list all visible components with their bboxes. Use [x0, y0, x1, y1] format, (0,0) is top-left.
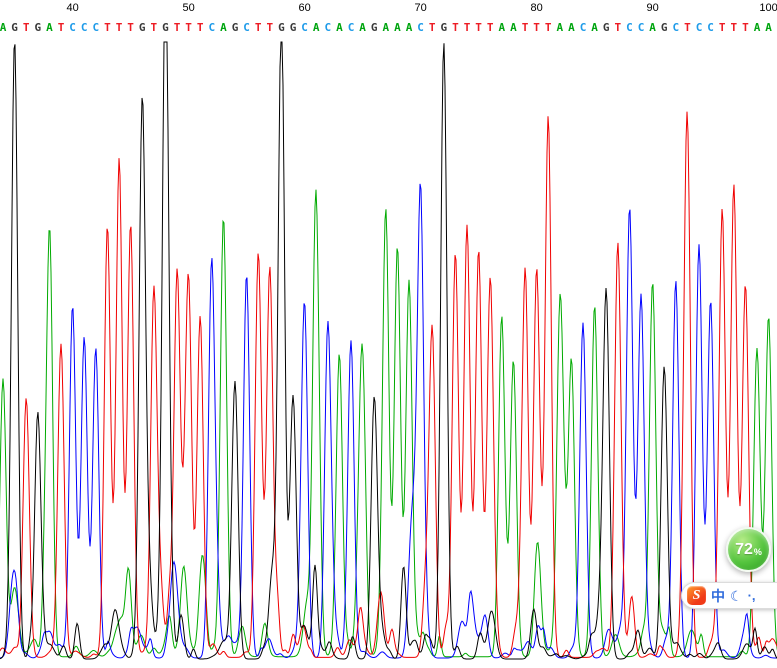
base-letter: C	[672, 21, 680, 34]
base-letter: T	[452, 21, 459, 34]
base-letter: T	[533, 21, 540, 34]
base-letter: A	[336, 21, 343, 34]
base-letter: T	[127, 21, 134, 34]
base-letter: C	[626, 21, 633, 34]
ime-logo-icon[interactable]: S	[687, 586, 706, 605]
base-letter: T	[185, 21, 192, 34]
base-letter: C	[347, 21, 355, 34]
base-letter: T	[521, 21, 529, 34]
ruler-label-70: 70	[414, 2, 427, 14]
base-letter: T	[22, 21, 30, 34]
ime-language-mode-button[interactable]: 中	[711, 587, 725, 604]
base-letter: G	[602, 21, 610, 34]
base-letter: A	[312, 21, 320, 34]
base-letter: A	[46, 21, 53, 34]
base-letter: C	[208, 21, 216, 34]
base-letter: G	[11, 21, 18, 34]
base-letter: T	[115, 21, 123, 34]
base-letter: T	[614, 21, 622, 34]
ruler-label-40: 40	[66, 2, 79, 14]
base-letter: A	[765, 21, 772, 34]
base-letter: T	[544, 21, 552, 34]
base-letter: T	[486, 21, 494, 34]
base-letter: G	[440, 21, 448, 34]
base-letter: T	[718, 21, 726, 34]
base-letter: T	[104, 21, 111, 34]
base-letter: T	[196, 21, 204, 34]
base-letter: A	[568, 21, 575, 34]
base-letter: C	[92, 21, 100, 34]
base-letter: C	[69, 21, 76, 34]
trace-T	[0, 111, 777, 658]
ime-toolbar[interactable]: S 中 ☾ ·,	[681, 582, 777, 609]
base-letter: C	[417, 21, 424, 34]
base-letter: C	[707, 21, 714, 34]
ime-punctuation-button[interactable]: ·,	[747, 588, 756, 603]
base-letter: T	[730, 21, 738, 34]
base-letter: G	[138, 21, 146, 34]
base-letter: G	[370, 21, 378, 34]
base-letter: A	[405, 21, 413, 34]
ruler-label-80: 80	[530, 2, 543, 14]
base-letter: A	[649, 21, 656, 34]
base-letter: A	[382, 21, 390, 34]
ime-halfwidth-moon-icon[interactable]: ☾	[730, 587, 743, 604]
percentage-badge[interactable]: 72 %	[726, 527, 771, 572]
base-letter: T	[57, 21, 65, 34]
base-letter: A	[359, 21, 366, 34]
percentage-value: 72	[735, 540, 753, 558]
base-letter: T	[428, 21, 436, 34]
base-letter: T	[266, 21, 274, 34]
base-letter: T	[173, 21, 181, 34]
base-letter: C	[80, 21, 88, 34]
base-letter: T	[742, 21, 749, 34]
base-letter: C	[243, 21, 250, 34]
base-letter: A	[394, 21, 401, 34]
base-letter: G	[34, 21, 42, 34]
position-ruler: 40 50 60 70 80 90 100	[0, 0, 777, 18]
base-letter: G	[162, 21, 169, 34]
base-letter: A	[591, 21, 598, 34]
base-letter: G	[231, 21, 239, 34]
trace-A	[0, 189, 777, 658]
base-letter: A	[556, 21, 564, 34]
base-letter: G	[289, 21, 297, 34]
base-letter: T	[150, 21, 158, 34]
base-letter: G	[278, 21, 285, 34]
base-letter: A	[498, 21, 506, 34]
base-letter: C	[695, 21, 703, 34]
base-letter: G	[660, 21, 668, 34]
ruler-label-100: 100	[759, 2, 777, 14]
base-letter: C	[637, 21, 645, 34]
base-letter: T	[463, 21, 471, 34]
base-letter: T	[475, 21, 482, 34]
base-letter: C	[301, 21, 308, 34]
trace-C	[0, 183, 777, 659]
base-letter: T	[684, 21, 691, 34]
trace-G	[0, 41, 777, 660]
ruler-label-90: 90	[646, 2, 659, 14]
percentage-unit: %	[753, 547, 762, 557]
base-letter: A	[753, 21, 761, 34]
base-letter: A	[0, 21, 7, 34]
base-letter: C	[324, 21, 332, 34]
base-letter: C	[579, 21, 587, 34]
base-letter: T	[254, 21, 262, 34]
ruler-label-60: 60	[298, 2, 311, 14]
ruler-label-50: 50	[182, 2, 195, 14]
base-letter: A	[510, 21, 517, 34]
base-letter: A	[220, 21, 227, 34]
